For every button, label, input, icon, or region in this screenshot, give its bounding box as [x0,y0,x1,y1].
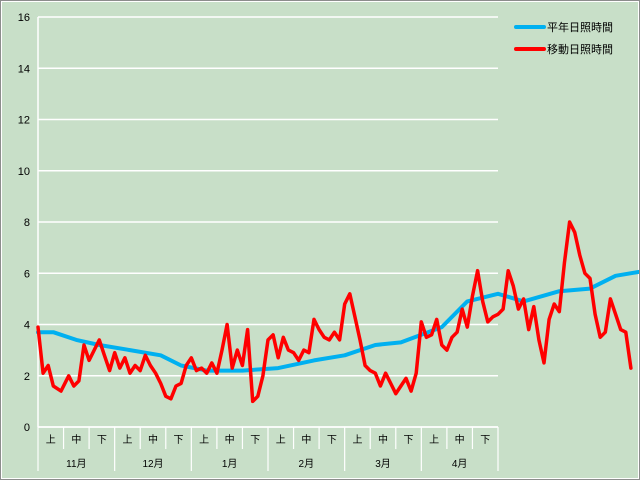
y-tick-label: 12 [18,115,30,127]
x-period-label: 上 [352,434,362,446]
x-month-label: 11月 [66,458,86,470]
legend-label: 平年日照時間 [547,20,613,34]
y-tick-label: 14 [18,63,30,75]
x-period-label: 下 [250,435,260,446]
x-month-label: 1月 [222,458,238,470]
x-period-label: 下 [174,435,184,446]
x-period-label: 上 [276,434,286,446]
series-lines [36,220,639,404]
x-period-label: 中 [301,433,311,446]
y-tick-label: 6 [24,268,30,280]
legend-label: 移動日照時間 [547,42,613,56]
x-period-label: 中 [71,433,81,446]
x-period-label: 中 [148,433,158,446]
x-month-label: 3月 [375,458,391,470]
x-period-label: 下 [404,435,414,446]
x-period-label: 下 [480,435,490,446]
x-period-label: 下 [97,435,107,446]
gridlines [37,16,498,428]
y-tick-label: 4 [24,320,30,332]
y-tick-label: 0 [24,422,30,434]
y-tick-label: 8 [24,217,30,229]
y-axis-ticks: 0 2 4 6 8 10 12 14 16 [18,12,30,434]
x-period-label: 上 [122,434,132,446]
y-tick-label: 2 [24,371,30,383]
x-period-label: 上 [46,434,56,446]
x-month-label: 2月 [299,458,315,470]
x-period-label: 下 [327,435,337,446]
x-axis: 上中下11月上中下12月上中下1月上中下2月上中下3月上中下4月 [37,426,499,471]
y-tick-label: 16 [18,12,30,24]
x-period-label: 上 [199,434,209,446]
x-period-label: 中 [378,433,388,446]
x-month-label: 12月 [142,458,163,470]
x-period-label: 上 [429,434,439,446]
series-line-normal-sunshine [36,269,639,373]
x-period-label: 中 [455,433,465,446]
x-period-label: 中 [225,433,235,446]
x-month-label: 4月 [452,458,468,470]
series-line-moving-sunshine [36,220,633,404]
y-tick-label: 10 [18,166,30,178]
